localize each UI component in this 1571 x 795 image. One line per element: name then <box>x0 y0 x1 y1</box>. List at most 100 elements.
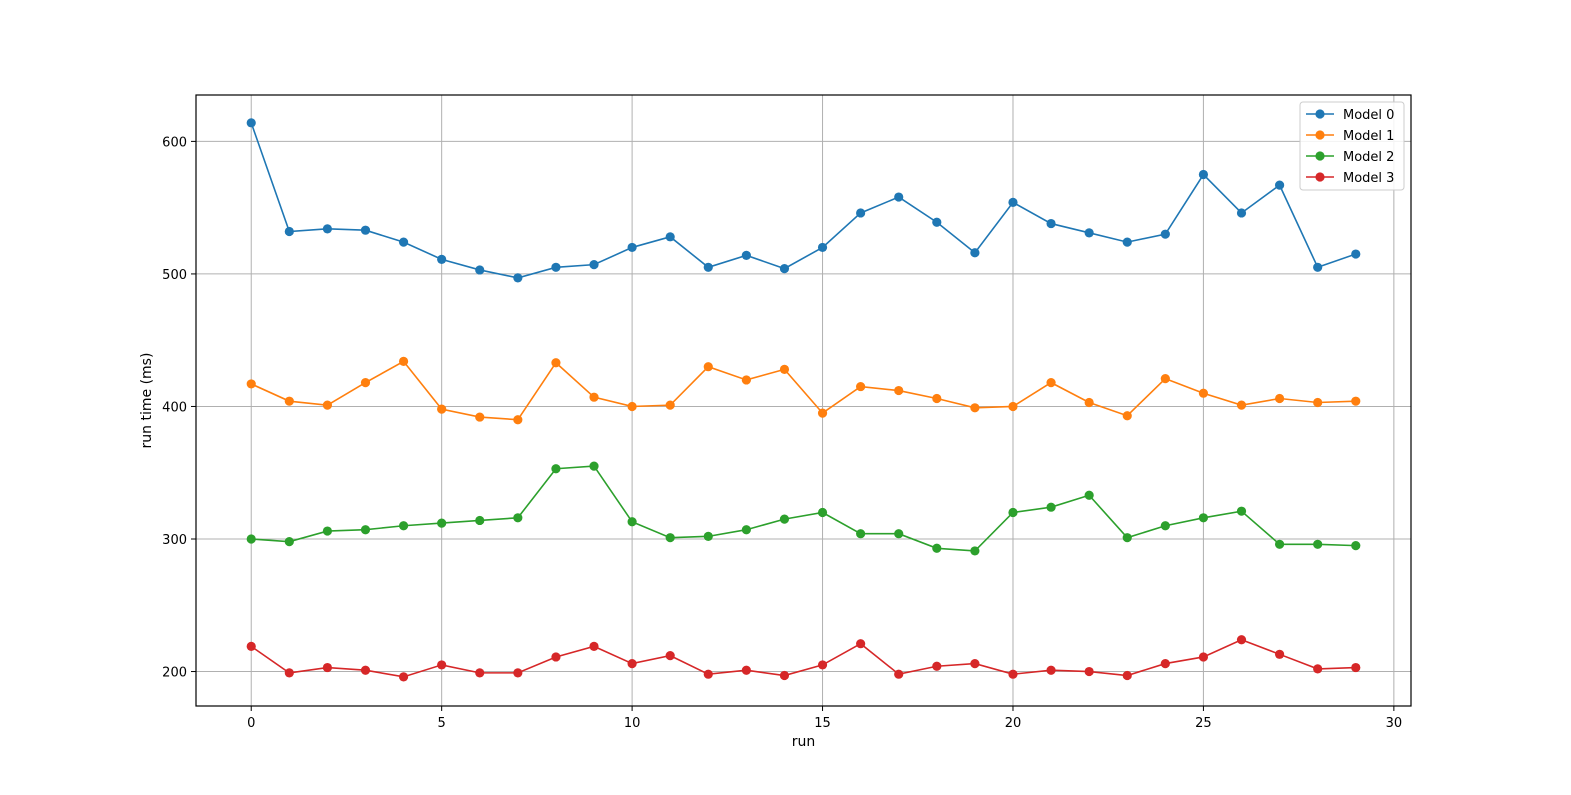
data-point <box>1313 664 1323 674</box>
x-tick-label: 10 <box>624 716 641 731</box>
series-model-3 <box>246 635 1361 682</box>
data-point <box>1236 400 1247 410</box>
data-point <box>551 358 561 368</box>
x-tick-label: 30 <box>1386 716 1403 731</box>
data-point <box>1084 490 1094 500</box>
legend-marker <box>1315 151 1325 161</box>
data-point <box>817 242 828 253</box>
data-point <box>856 381 866 392</box>
data-point <box>741 665 751 675</box>
data-point <box>589 641 599 651</box>
data-point <box>246 118 256 128</box>
data-point <box>1122 237 1132 247</box>
data-point <box>1008 401 1018 412</box>
data-point <box>398 356 409 367</box>
data-point <box>398 237 409 247</box>
data-point <box>703 262 713 272</box>
series-line <box>250 360 1356 421</box>
y-tick-label: 400 <box>162 400 187 415</box>
data-point <box>1351 396 1361 406</box>
data-point <box>1084 397 1094 408</box>
series-line <box>251 465 1356 552</box>
data-point <box>817 660 828 670</box>
data-point <box>1274 539 1285 549</box>
data-point <box>627 242 637 253</box>
data-point <box>1274 393 1285 404</box>
data-point <box>703 362 713 372</box>
data-point <box>1160 374 1170 384</box>
legend-marker <box>1315 109 1325 119</box>
data-point <box>665 651 675 661</box>
data-point <box>437 404 447 414</box>
data-point <box>475 515 485 526</box>
data-point <box>741 250 751 260</box>
data-point <box>779 670 790 681</box>
data-point <box>551 652 561 662</box>
data-point <box>322 526 333 536</box>
data-point <box>779 264 790 274</box>
data-point <box>894 192 904 202</box>
data-point <box>437 518 447 528</box>
series-model-2 <box>246 461 1361 556</box>
data-point <box>703 531 713 541</box>
data-point <box>551 464 561 474</box>
data-point <box>627 658 637 669</box>
x-tick-label: 20 <box>1005 716 1022 731</box>
data-point <box>741 525 751 535</box>
y-tick-label: 200 <box>162 666 187 681</box>
data-point <box>246 641 256 651</box>
data-point <box>970 248 980 258</box>
grid <box>196 95 1411 706</box>
data-point <box>1274 649 1285 659</box>
data-point <box>665 533 675 543</box>
data-point <box>475 668 485 678</box>
data-point <box>1313 539 1323 549</box>
data-point <box>589 260 599 270</box>
data-point <box>970 546 980 556</box>
series-line <box>250 638 1356 678</box>
data-point <box>1084 228 1094 238</box>
data-point <box>284 226 294 237</box>
data-point <box>1046 502 1056 512</box>
legend-label: Model 0 <box>1343 108 1394 123</box>
data-point <box>551 262 561 272</box>
data-point <box>856 529 866 539</box>
data-point <box>1236 208 1247 218</box>
data-point <box>817 507 828 518</box>
data-point <box>360 225 371 235</box>
y-tick-label: 600 <box>162 135 187 150</box>
data-point <box>1236 506 1247 516</box>
series-line <box>250 122 1357 279</box>
data-point <box>1160 229 1170 239</box>
data-point <box>1236 635 1247 645</box>
series-model-0 <box>246 118 1361 283</box>
data-point <box>1274 180 1285 190</box>
x-tick-label: 0 <box>247 716 255 731</box>
data-point <box>1122 411 1132 421</box>
data-point <box>1198 652 1209 662</box>
legend-item: Model 0 <box>1306 108 1394 123</box>
y-tick-label: 300 <box>162 533 187 548</box>
data-point <box>627 401 637 412</box>
data-point <box>1122 670 1132 681</box>
legend-label: Model 3 <box>1343 171 1394 186</box>
data-point <box>437 660 447 670</box>
data-point <box>284 396 294 406</box>
data-point <box>284 537 294 547</box>
legend: Model 0 Model 1 Model 2 Model 3 <box>1299 101 1405 191</box>
axis-ticks: 0 5 10 15 20 25 30 200 300 400 500 600 <box>162 135 1402 731</box>
data-point <box>513 273 523 283</box>
data-point <box>932 543 942 553</box>
data-point <box>513 415 523 425</box>
data-point <box>1198 513 1209 523</box>
data-point <box>360 378 371 388</box>
data-point <box>894 385 904 396</box>
data-point <box>741 375 751 385</box>
legend-item: Model 1 <box>1306 129 1394 144</box>
legend-label: Model 2 <box>1343 150 1394 165</box>
data-point <box>932 217 942 227</box>
x-tick-label: 15 <box>814 716 831 731</box>
data-point <box>322 662 333 673</box>
data-point <box>322 400 333 410</box>
data-point <box>779 364 790 374</box>
